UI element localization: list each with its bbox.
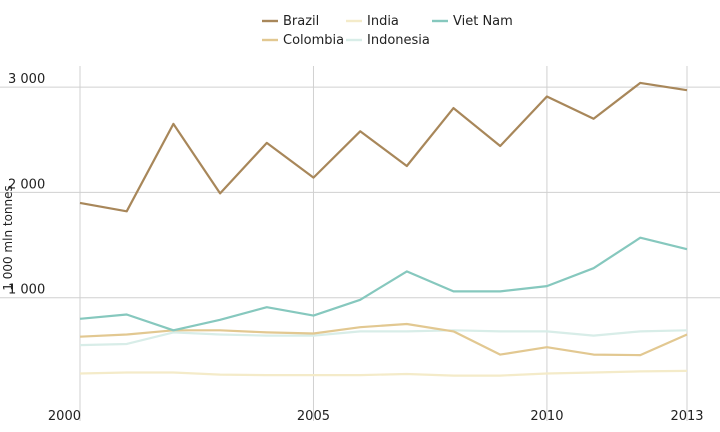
legend-item-colombia: Colombia <box>262 33 344 48</box>
x-tick-label: 2005 <box>297 409 330 424</box>
tick-labels: 1 000 2 000 3 000 2000 2005 2010 2013 <box>8 72 704 424</box>
series-line-colombia <box>79 322 688 357</box>
legend-item-viet-nam: Viet Nam <box>432 14 513 29</box>
x-tick-label: 2010 <box>530 409 563 424</box>
series-line-india <box>79 369 688 377</box>
y-tick-label: 1 000 <box>8 283 45 298</box>
legend-item-india: India <box>346 14 399 29</box>
legend-item-brazil: Brazil <box>262 14 319 29</box>
series-line-indonesia <box>79 329 688 347</box>
series-line-viet-nam <box>79 236 688 332</box>
legend-label: India <box>367 14 399 29</box>
series-line-brazil <box>79 81 688 213</box>
legend-label: Viet Nam <box>453 14 513 29</box>
legend-label: Colombia <box>283 33 344 48</box>
x-tick-label: 2000 <box>48 409 81 424</box>
legend-item-indonesia: Indonesia <box>346 33 430 48</box>
y-tick-label: 2 000 <box>8 177 45 192</box>
y-tick-label: 3 000 <box>8 72 45 87</box>
series-group <box>79 81 688 377</box>
x-tick-label: 2013 <box>670 409 703 424</box>
grid <box>0 66 720 421</box>
legend-label: Indonesia <box>367 33 430 48</box>
y-axis-title: 1 000 mln tonnes <box>1 185 15 291</box>
legend-label: Brazil <box>283 14 319 29</box>
legend: Brazil Colombia India Indonesia Viet Nam <box>262 14 513 48</box>
